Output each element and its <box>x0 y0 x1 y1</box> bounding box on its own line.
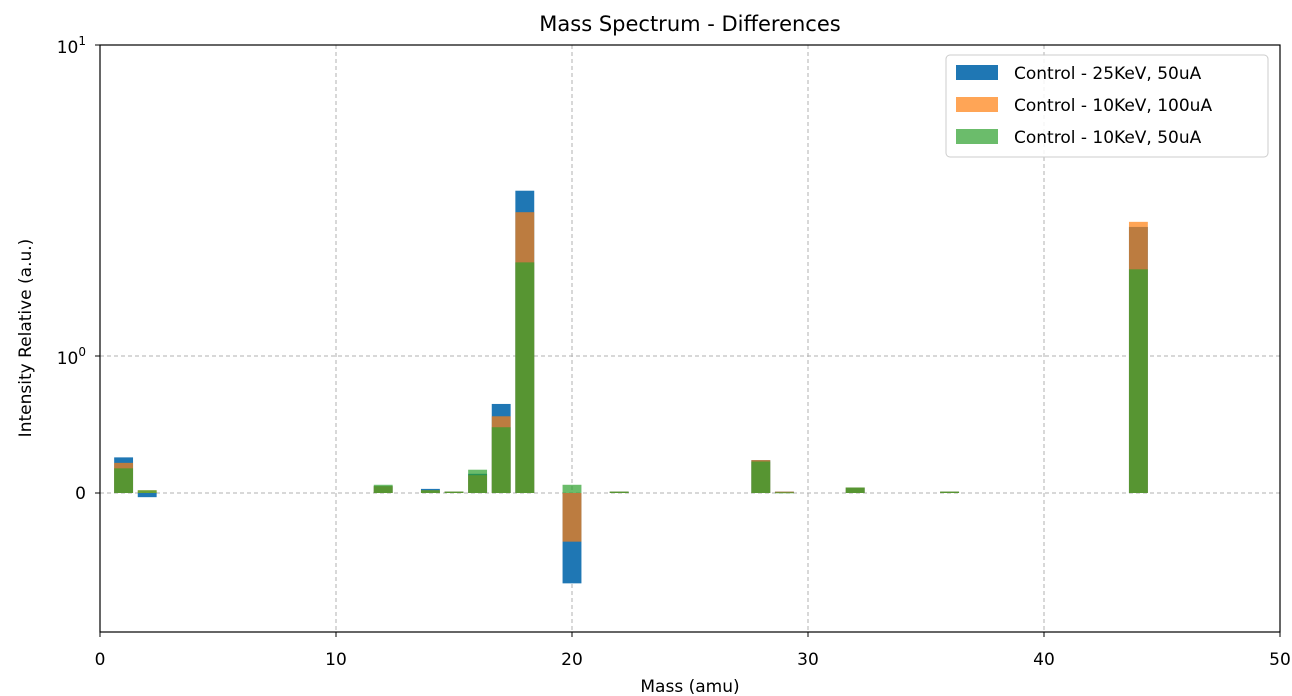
bar-series-3 <box>468 469 488 493</box>
bar-series-3 <box>373 484 393 493</box>
grid-lines <box>99 45 1281 632</box>
bar-series-3 <box>774 492 794 494</box>
bar-series-3 <box>491 427 511 493</box>
y-tick-ten-exp: 1 <box>78 34 86 48</box>
plot-frame <box>99 44 1281 633</box>
bar-series-3 <box>609 491 629 493</box>
y-tick-one-exp: 0 <box>78 345 86 359</box>
y-tick-label-ten: 101 <box>57 34 86 58</box>
chart-title: Mass Spectrum - Differences <box>539 12 840 36</box>
bar-series-3 <box>1128 269 1148 493</box>
y-axis-ticks: 101 100 0 <box>57 34 100 504</box>
legend-label: Control - 10KeV, 50uA <box>1014 128 1202 148</box>
legend-swatch <box>956 129 998 144</box>
legend-label: Control - 25KeV, 50uA <box>1014 64 1202 84</box>
bar-series-3 <box>940 491 960 493</box>
y-tick-label-zero: 0 <box>75 484 86 504</box>
x-tick-label: 50 <box>1269 650 1291 670</box>
bar-series-3 <box>562 484 582 493</box>
legend-entries: Control - 25KeV, 50uA Control - 10KeV, 10… <box>956 64 1212 148</box>
legend-swatch <box>956 65 998 80</box>
bar-series-3 <box>751 461 771 493</box>
bar-series-2 <box>562 493 582 542</box>
bar-series-3 <box>420 490 440 493</box>
x-tick-label: 10 <box>325 650 347 670</box>
y-tick-ten-base: 10 <box>57 38 79 58</box>
bar-series-3 <box>845 487 865 493</box>
x-axis-ticks: 0 10 20 30 40 50 <box>95 632 1291 670</box>
bar-series-1 <box>137 493 157 498</box>
y-tick-label-one: 100 <box>57 345 86 369</box>
bar-series-3 <box>137 490 157 493</box>
bar-series-3 <box>444 491 464 493</box>
x-axis-label: Mass (amu) <box>640 677 739 696</box>
y-axis-label: Intensity Relative (a.u.) <box>16 239 36 438</box>
bar-series-3 <box>114 468 134 493</box>
x-tick-label: 30 <box>797 650 819 670</box>
x-tick-label: 20 <box>561 650 583 670</box>
y-tick-one-base: 10 <box>57 349 79 369</box>
bar-series-3 <box>515 262 535 493</box>
x-tick-label: 40 <box>1033 650 1055 670</box>
x-tick-label: 0 <box>95 650 106 670</box>
legend-label: Control - 10KeV, 100uA <box>1014 96 1212 116</box>
legend-box <box>945 54 1269 158</box>
legend: Control - 25KeV, 50uA Control - 10KeV, 10… <box>945 54 1269 158</box>
bars <box>114 190 1148 584</box>
legend-swatch <box>956 97 998 112</box>
